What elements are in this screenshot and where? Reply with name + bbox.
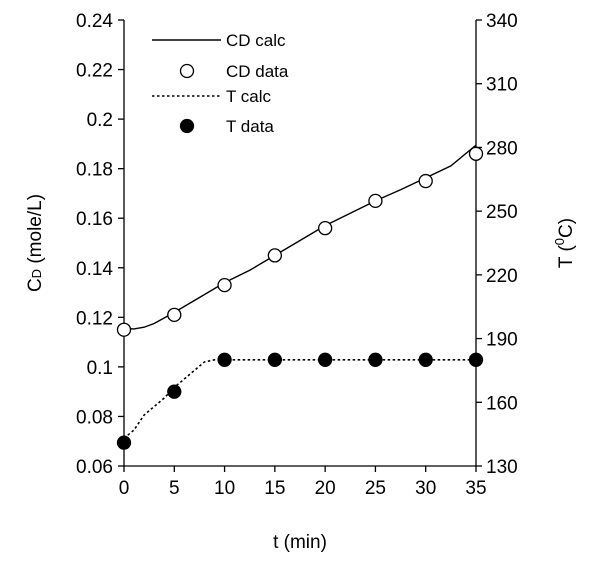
x-tick-label: 5 [169,478,180,499]
y-right-tick-label: 160 [486,393,518,414]
y-right-tick-label: 250 [486,202,518,223]
y-right-tick-label: 190 [486,330,518,351]
legend-t-data-marker [179,118,195,134]
cd-data-point [167,307,182,323]
y-right-tick-label: 340 [486,11,518,32]
y-left-tick-label: 0.1 [87,358,113,379]
y-right-tick-label: 280 [486,138,518,159]
t-data-point [217,352,232,367]
y-left-tick-label: 0.08 [76,407,113,428]
t-data-point [167,384,182,399]
y-left-tick-label: 0.2 [87,110,113,131]
y-left-tick-label: 0.06 [76,457,113,478]
legend-cd-data-label: CD data [226,62,289,81]
x-tick-label: 25 [365,478,386,499]
legend-cd-data-marker [179,63,195,79]
y-right-tick-label: 310 [486,75,518,96]
cd-data-point [368,193,383,209]
t-data-point [267,352,283,367]
cd-data-point [418,173,433,189]
legend-cd-calc-label: CD calc [226,31,286,50]
plot-frame [123,20,477,467]
t-data-point [418,352,433,367]
y-left-tick-label: 0.24 [76,11,113,32]
y-axis-right-title-sup: 0 [552,238,567,245]
cd-calc-line [123,144,477,330]
y-axis-left-title: CD (mole/L) [25,194,46,292]
axes-layer: 0 5 10 15 20 25 30 35 0.06 0.08 0.1 0.12 0.14 0.16 0.1… [76,11,518,499]
series-layer [116,144,484,450]
y-left-tick-label: 0.14 [76,259,113,280]
y-axis-right-title-rest: C) [556,218,577,238]
legend-t-calc-label: T calc [226,87,272,106]
x-axis-title: t (min) [273,532,327,553]
y-axis-left-title-main: C [25,278,46,292]
y-left-tick-label: 0.18 [76,160,113,181]
cd-data-point [217,277,232,293]
y-left-tick-label: 0.16 [76,209,113,230]
x-tick-label: 35 [465,478,486,499]
cd-data-point [267,248,283,263]
y-right-tick-label: 220 [486,266,518,287]
legend: CD calc CD data T calc T data [152,31,289,136]
cd-data-point [317,220,333,236]
y-axis-right-title: T (0C) [552,218,577,268]
y-axis-left-title-rest: (mole/L) [25,194,46,269]
x-tick-label: 10 [214,478,235,499]
y-axis-right-title-main: T ( [556,245,577,269]
t-data-point [368,352,383,367]
t-data-point [116,435,132,450]
x-tick-label: 20 [315,478,336,499]
y-axis-left-title-sub: D [29,269,44,278]
t-calc-line [123,359,476,440]
t-data-point [317,352,333,367]
t-data-point [468,352,484,367]
x-tick-label: 0 [119,478,130,499]
y-left-tick-label: 0.22 [76,61,113,82]
y-left-tick-label: 0.12 [76,308,113,329]
legend-t-data-label: T data [226,117,274,136]
x-tick-label: 15 [264,478,285,499]
x-tick-label: 30 [415,478,436,499]
cd-data-point [116,322,132,337]
y-right-tick-label: 130 [486,457,518,478]
cd-data-point [468,146,484,161]
